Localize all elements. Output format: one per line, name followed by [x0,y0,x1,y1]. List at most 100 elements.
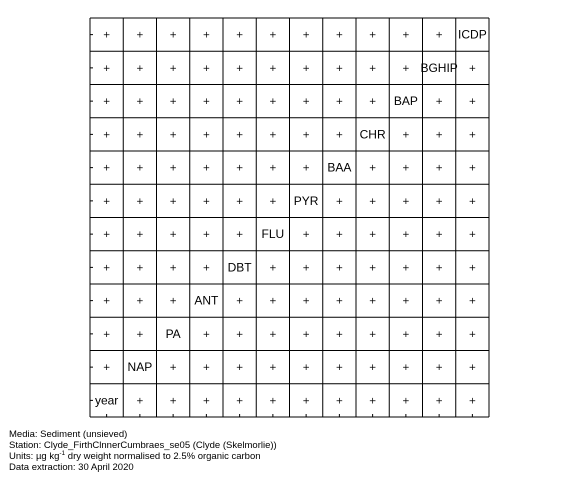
caption-extraction: Data extraction: 30 April 2020 [9,462,134,473]
diagonal-label-flu: FLU [262,227,285,241]
point-nap-vs-bghip: + [435,363,443,373]
diagonal-label-year: year [95,393,118,407]
point-pyr-vs-baa: + [336,197,344,207]
point-pyr-vs-year: + [103,197,111,207]
point-year-vs-pyr: + [302,396,310,406]
point-bghip-vs-baa: + [336,64,344,74]
caption-units-unit: µg kg [35,451,60,462]
point-dbt-vs-ant: + [203,263,211,273]
diagonal-label-bghip: BGHIP [420,61,457,75]
point-bap-vs-dbt: + [236,97,244,107]
point-baa-vs-icdp: + [469,164,477,174]
point-bap-vs-bghip: + [435,97,443,107]
point-nap-vs-icdp: + [469,363,477,373]
point-pa-vs-chr: + [369,330,377,340]
panel-points: + + + + + + + + + + + + + + + + + + + + + + + + + + + + + + + + + + + + + + + +… [103,31,476,407]
point-flu-vs-bghip: + [435,230,443,240]
point-ant-vs-dbt: + [236,297,244,307]
point-ant-vs-flu: + [269,297,277,307]
point-flu-vs-bap: + [402,230,410,240]
point-dbt-vs-icdp: + [469,263,477,273]
matrix-grid [89,17,490,418]
point-flu-vs-baa: + [336,230,344,240]
point-ant-vs-pa: + [169,297,177,307]
diagonal-label-ant: ANT [194,294,219,308]
point-baa-vs-dbt: + [236,164,244,174]
point-baa-vs-pa: + [169,164,177,174]
point-nap-vs-bap: + [402,363,410,373]
point-bap-vs-icdp: + [469,97,477,107]
point-year-vs-nap: + [136,396,144,406]
point-bghip-vs-chr: + [369,64,377,74]
point-year-vs-pa: + [169,396,177,406]
point-flu-vs-chr: + [369,230,377,240]
point-baa-vs-chr: + [369,164,377,174]
point-dbt-vs-bghip: + [435,263,443,273]
point-chr-vs-flu: + [269,130,277,140]
point-bap-vs-pa: + [169,97,177,107]
point-icdp-vs-bap: + [402,31,410,41]
point-dbt-vs-baa: + [336,263,344,273]
point-bap-vs-flu: + [269,97,277,107]
point-dbt-vs-bap: + [402,263,410,273]
point-pa-vs-year: + [103,330,111,340]
point-pyr-vs-flu: + [269,197,277,207]
point-pa-vs-bghip: + [435,330,443,340]
point-bap-vs-ant: + [203,97,211,107]
point-pa-vs-baa: + [336,330,344,340]
point-nap-vs-pa: + [169,363,177,373]
point-dbt-vs-nap: + [136,263,144,273]
point-chr-vs-nap: + [136,130,144,140]
point-pa-vs-icdp: + [469,330,477,340]
point-icdp-vs-pa: + [169,31,177,41]
point-baa-vs-bap: + [402,164,410,174]
point-chr-vs-ant: + [203,130,211,140]
diagonal-label-pa: PA [166,327,181,341]
point-ant-vs-bap: + [402,297,410,307]
point-baa-vs-nap: + [136,164,144,174]
caption-units-prefix: Units: [9,451,36,462]
diagonal-label-baa: BAA [327,161,351,175]
point-nap-vs-baa: + [336,363,344,373]
point-bghip-vs-icdp: + [469,64,477,74]
point-dbt-vs-pyr: + [302,263,310,273]
point-icdp-vs-baa: + [336,31,344,41]
diagonal-label-dbt: DBT [228,260,253,274]
caption-units: Units: µg kg-1 dry weight normalised to … [9,450,277,462]
pairs-plot-matrix: ICDPBGHIPBAPCHRBAAPYRFLUDBTANTPANAPyear … [89,17,490,418]
diagonal-label-chr: CHR [360,127,386,141]
point-icdp-vs-flu: + [269,31,277,41]
point-chr-vs-baa: + [336,130,344,140]
point-ant-vs-baa: + [336,297,344,307]
point-bap-vs-pyr: + [302,97,310,107]
point-pyr-vs-icdp: + [469,197,477,207]
edge-ticks [90,34,473,417]
point-icdp-vs-bghip: + [435,31,443,41]
point-pa-vs-flu: + [269,330,277,340]
point-pa-vs-nap: + [136,330,144,340]
caption-station: Station: Clyde_FirthClnnerCumbraes_se05 … [9,440,277,451]
point-flu-vs-ant: + [203,230,211,240]
point-baa-vs-pyr: + [302,164,310,174]
point-chr-vs-icdp: + [469,130,477,140]
point-chr-vs-dbt: + [236,130,244,140]
caption-media: Media: Sediment (unsieved) [9,429,128,440]
point-flu-vs-dbt: + [236,230,244,240]
point-icdp-vs-chr: + [369,31,377,41]
point-chr-vs-pyr: + [302,130,310,140]
point-ant-vs-bghip: + [435,297,443,307]
point-pa-vs-pyr: + [302,330,310,340]
point-ant-vs-pyr: + [302,297,310,307]
point-pa-vs-bap: + [402,330,410,340]
point-flu-vs-nap: + [136,230,144,240]
point-pa-vs-dbt: + [236,330,244,340]
caption-units-exponent: -1 [59,450,66,457]
point-bghip-vs-year: + [103,64,111,74]
diagonal-label-icdp: ICDP [458,28,487,42]
point-year-vs-icdp: + [469,396,477,406]
point-dbt-vs-pa: + [169,263,177,273]
point-flu-vs-pyr: + [302,230,310,240]
point-baa-vs-flu: + [269,164,277,174]
diagonal-label-nap: NAP [128,360,153,374]
point-nap-vs-pyr: + [302,363,310,373]
